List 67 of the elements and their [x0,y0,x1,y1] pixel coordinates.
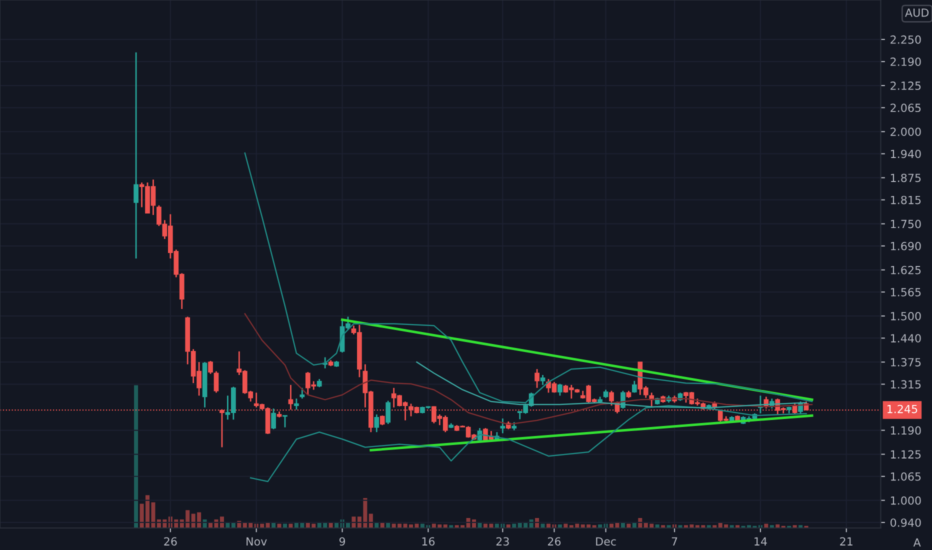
ref-line-label: 1.245 [888,404,918,414]
bar [540,524,545,528]
text: AUD [905,8,929,17]
line-series [244,313,813,426]
y-tick-label: 1.815 [890,196,921,204]
candlestick [134,52,138,260]
x-tick-label: 21 [840,537,852,546]
y-tick-label: 1.625 [890,266,921,274]
bar [277,524,282,528]
candlestick [386,400,391,425]
candlestick [609,390,614,406]
candlestick [214,370,219,394]
x-tick-label: 26 [548,537,561,546]
y-tick-label: 1.375 [890,358,921,366]
line-series [250,404,807,482]
candlestick [294,398,299,410]
candlestick [271,408,276,430]
y-tick-label: 1.440 [890,334,921,342]
x-tick-label: Nov [246,537,267,546]
y-tick-label: 1.125 [890,450,921,459]
y-tick-label: 1.690 [890,242,921,250]
x-tick-label: Dec [596,537,616,546]
candlestick [374,414,380,433]
candlestick [300,387,305,400]
candlestick [380,414,385,426]
y-tick-label: 2.125 [890,82,921,90]
bar [368,514,373,528]
bar [626,524,631,528]
candlestick [558,383,562,396]
candlestick [798,400,803,416]
candlestick [534,368,540,389]
bar [632,523,636,528]
y-tick-label: 2.190 [890,58,921,66]
bar [678,525,682,528]
candlestick [500,418,506,434]
x-tick-label: 26 [164,537,177,546]
bar [564,524,568,528]
x-tick-label: 23 [496,537,509,546]
y-tick-label: 1.500 [890,312,921,320]
y-tick-label: 1.565 [890,288,921,296]
y-tick-label: 2.250 [890,35,921,44]
line-series [244,152,813,404]
bar [380,523,384,528]
bar [512,524,516,528]
y-tick-label: 0.940 [890,518,921,527]
y-tick-label: 2.000 [890,128,921,136]
candlestick [540,374,546,386]
y-tick-label: 1.065 [890,472,921,481]
candlestick [282,414,288,428]
bar [764,524,768,528]
y-tick-label: 1.190 [890,426,921,435]
y-tick-label: 2.065 [890,104,921,112]
x-tick-label: 16 [422,537,435,546]
y-tick-label: 1.875 [890,174,921,182]
bar [231,523,236,528]
x-tick-label: 14 [754,537,767,546]
bar [288,524,293,528]
bar [282,524,287,528]
y-tick-label: 1.750 [890,220,921,228]
bar [134,385,138,528]
text: A [913,538,921,546]
x-tick-label: 7 [672,537,678,546]
y-tick-label: 1.000 [890,496,921,505]
y-tick-label: 1.315 [890,380,921,389]
candlestick [208,360,213,375]
x-tick-label: 9 [339,537,346,546]
y-tick-label: 1.940 [890,150,921,158]
